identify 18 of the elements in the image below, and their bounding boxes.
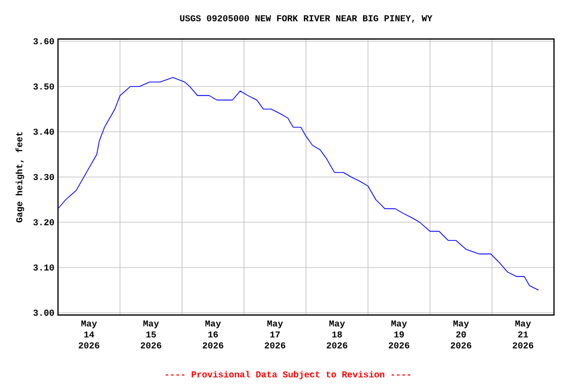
chart-title: USGS 09205000 NEW FORK RIVER NEAR BIG PINEY, WY [180,15,432,23]
text: ---- Provisional Data Subject to Revision ---- [166,370,410,380]
y-tick-label: 3.40 [33,128,54,135]
x-tick-label: May 16 2026 [202,320,224,348]
y-tick-label: 3.10 [33,264,54,271]
y-tick-label: 3.60 [33,38,54,44]
y-tick-label: 3.50 [33,83,54,90]
x-tick-label: May 17 2026 [264,320,286,348]
x-tick-label: May 14 2026 [78,320,100,348]
x-tick-label: May 20 2026 [450,320,472,348]
y-axis-title: Gage height, feet [16,132,24,222]
y-tick-label: 3.20 [33,219,54,226]
y-tick-label: 3.30 [33,174,54,180]
x-tick-label: May 21 2026 [512,320,534,348]
x-tick-label: May 19 2026 [388,320,410,348]
x-tick-label: May 15 2026 [140,320,162,348]
y-tick-label: 3.00 [33,310,54,316]
x-tick-label: May 18 2026 [326,320,348,348]
